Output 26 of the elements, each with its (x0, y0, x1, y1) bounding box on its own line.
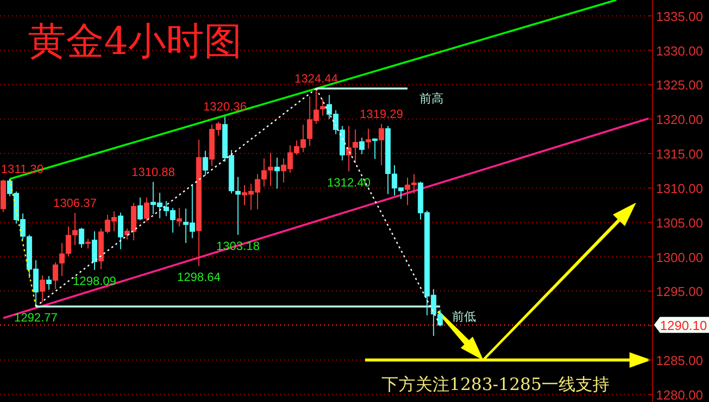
ref-line-label: 下方关注1283-1285一线支持 (381, 375, 610, 396)
annotation: 1311.30 (1, 162, 44, 176)
y-tick-label: 1330.00 (656, 43, 703, 58)
annotation: 1319.29 (360, 106, 404, 121)
ref-line-label: 1290.10 (660, 318, 707, 333)
series-label: 前低 (452, 310, 476, 324)
y-tick-label: 1300.00 (656, 250, 703, 265)
y-tick-label: 1310.00 (656, 180, 703, 196)
y-tick-label: 1335.00 (656, 8, 703, 24)
y-tick-label: 1325.00 (656, 78, 703, 93)
y-tick-label: 1315.00 (656, 146, 703, 162)
y-tick-label: 1305.00 (656, 215, 703, 230)
y-tick-label: 1280.00 (656, 387, 703, 402)
annotation: 1310.88 (132, 164, 175, 179)
series-label: 前高 (420, 92, 444, 106)
annotation: 1292.77 (14, 310, 58, 325)
annotation: 1306.37 (53, 196, 97, 210)
annotation: 1298.09 (72, 274, 116, 288)
annotation: 1298.64 (177, 270, 221, 284)
title: 黄金4小时图 (28, 19, 242, 63)
annotation: 1320.36 (203, 100, 247, 114)
y-tick-label: 1320.00 (656, 112, 703, 128)
annotation: 1324.44 (294, 72, 338, 86)
y-tick-label: 1295.00 (656, 284, 703, 300)
y-tick-label: 1285.00 (656, 353, 703, 368)
annotation: 1312.40 (327, 175, 371, 190)
